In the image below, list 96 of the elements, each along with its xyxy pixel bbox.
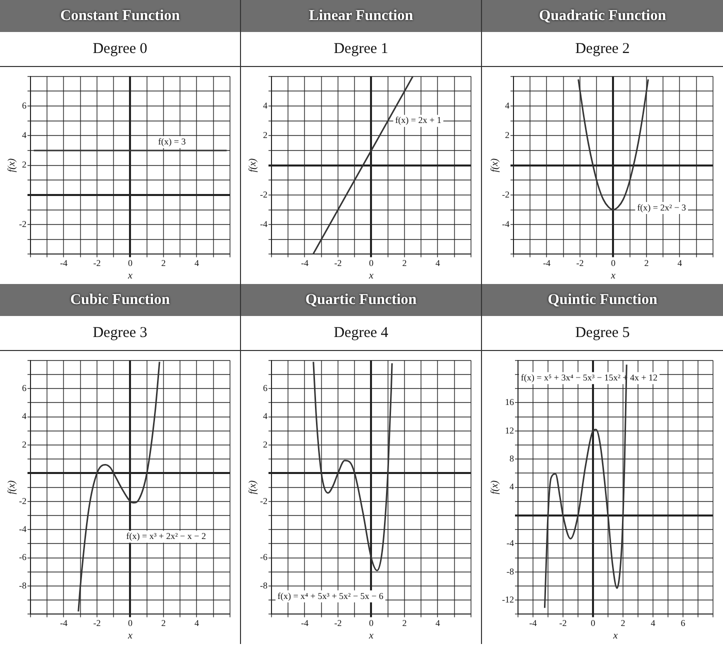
y-tick-label: -2 [260, 189, 268, 200]
y-axis-title: f(x) [6, 158, 18, 172]
y-tick-label: 16 [504, 397, 514, 408]
x-tick-label: -2 [334, 618, 342, 628]
y-tick-label: -4 [506, 538, 514, 548]
y-tick-label: -8 [18, 580, 27, 590]
x-tick-label: 2 [161, 258, 166, 268]
y-tick-label: -6 [260, 552, 268, 562]
annotation: f(x) = x³ + 2x² − x − 2 [126, 531, 206, 542]
chart-title: Cubic Function [70, 292, 170, 308]
y-tick-label: -2 [18, 218, 26, 229]
y-tick-label: -8 [506, 566, 514, 576]
y-tick-label: -8 [260, 580, 268, 590]
x-axis-title: x [368, 630, 374, 642]
chart-subtitle: Degree 1 [334, 40, 388, 58]
x-tick-label: 4 [436, 618, 440, 628]
x-axis-title: x [127, 270, 134, 282]
y-tick-label: 2 [22, 439, 26, 450]
chart-subtitle: Degree 5 [575, 324, 630, 342]
x-tick-label: 2 [620, 618, 625, 628]
y-tick-label: -4 [18, 524, 27, 534]
y-axis-title: f(x) [489, 480, 500, 494]
line-series [577, 78, 648, 210]
x-tick-label: 4 [650, 618, 656, 628]
x-tick-label: 0 [369, 258, 374, 268]
y-axis-title: f(x) [248, 158, 259, 172]
y-tick-label: 4 [262, 411, 268, 422]
chart-title: Quintic Function [548, 292, 658, 308]
annotation: f(x) = 2x + 1 [395, 115, 442, 126]
y-tick-label: 6 [22, 100, 27, 110]
y-tick-label: -4 [260, 218, 268, 229]
x-axis-title: x [127, 630, 134, 642]
x-tick-label: -2 [558, 618, 566, 628]
x-tick-label: 0 [590, 618, 596, 628]
x-tick-label: -4 [528, 618, 537, 628]
line-series [312, 361, 393, 572]
x-tick-label: -4 [542, 258, 550, 268]
x-axis-title: x [610, 270, 616, 282]
chart-subtitle: Degree 0 [92, 40, 148, 58]
x-tick-label: -4 [301, 618, 309, 628]
annotation: f(x) = 3 [158, 136, 186, 147]
x-tick-label: 2 [402, 258, 407, 268]
x-tick-label: -2 [93, 258, 101, 268]
y-tick-label: 2 [22, 160, 26, 170]
chart-subtitle: Degree 2 [575, 40, 630, 58]
y-tick-label: -2 [260, 496, 268, 506]
x-tick-label: 2 [644, 258, 648, 268]
x-tick-label: -4 [60, 258, 68, 268]
x-tick-label: 0 [128, 618, 133, 628]
x-tick-label: 0 [369, 618, 374, 628]
line-series [312, 76, 414, 254]
y-tick-label: 4 [22, 130, 27, 140]
chart-title: Linear Function [308, 8, 414, 24]
x-tick-label: -2 [334, 258, 342, 268]
y-tick-label: 6 [262, 382, 268, 393]
y-tick-label: -12 [501, 594, 514, 604]
x-axis-title: x [612, 630, 618, 642]
y-tick-label: 4 [504, 100, 510, 110]
annotation: f(x) = x⁴ + 5x³ + 5x² − 5x − 6 [277, 590, 384, 601]
x-tick-label: -2 [93, 618, 101, 628]
annotation: f(x) = 2x² − 3 [636, 202, 686, 212]
y-tick-label: 4 [508, 482, 514, 492]
x-tick-label: -2 [576, 258, 584, 268]
x-tick-label: -4 [60, 618, 68, 628]
y-tick-label: 12 [504, 425, 514, 436]
y-tick-label: 2 [262, 439, 268, 450]
y-tick-label: -2 [501, 189, 509, 200]
x-tick-label: -4 [301, 258, 309, 268]
x-tick-label: 4 [194, 618, 200, 628]
y-tick-label: 6 [22, 382, 27, 393]
y-axis-title: f(x) [6, 480, 18, 494]
chart-title: Constant Function [60, 8, 180, 24]
y-axis-title: f(x) [248, 480, 259, 494]
chart-subtitle: Degree 4 [334, 324, 388, 342]
x-tick-label: 2 [402, 618, 407, 628]
chart-subtitle: Degree 3 [92, 324, 148, 342]
y-axis-title: f(x) [489, 158, 500, 172]
y-tick-label: 4 [262, 100, 268, 110]
x-tick-label: 4 [194, 258, 200, 268]
chart-title: Quartic Function [305, 292, 417, 308]
x-axis-title: x [368, 270, 374, 282]
chart-title: Quadratic Function [538, 8, 666, 24]
x-tick-label: 4 [436, 258, 440, 268]
x-tick-label: 6 [680, 618, 686, 628]
y-tick-label: -4 [501, 218, 510, 229]
y-tick-label: -2 [18, 496, 26, 506]
y-tick-label: -6 [18, 552, 27, 562]
x-tick-label: 4 [677, 258, 682, 268]
y-tick-label: 4 [22, 411, 27, 422]
x-tick-label: 2 [161, 618, 166, 628]
y-tick-label: 8 [508, 453, 514, 464]
y-tick-label: 2 [504, 130, 509, 140]
line-series [543, 364, 627, 609]
y-tick-label: 2 [262, 130, 268, 140]
x-tick-label: 0 [610, 258, 616, 268]
x-tick-label: 0 [128, 258, 133, 268]
